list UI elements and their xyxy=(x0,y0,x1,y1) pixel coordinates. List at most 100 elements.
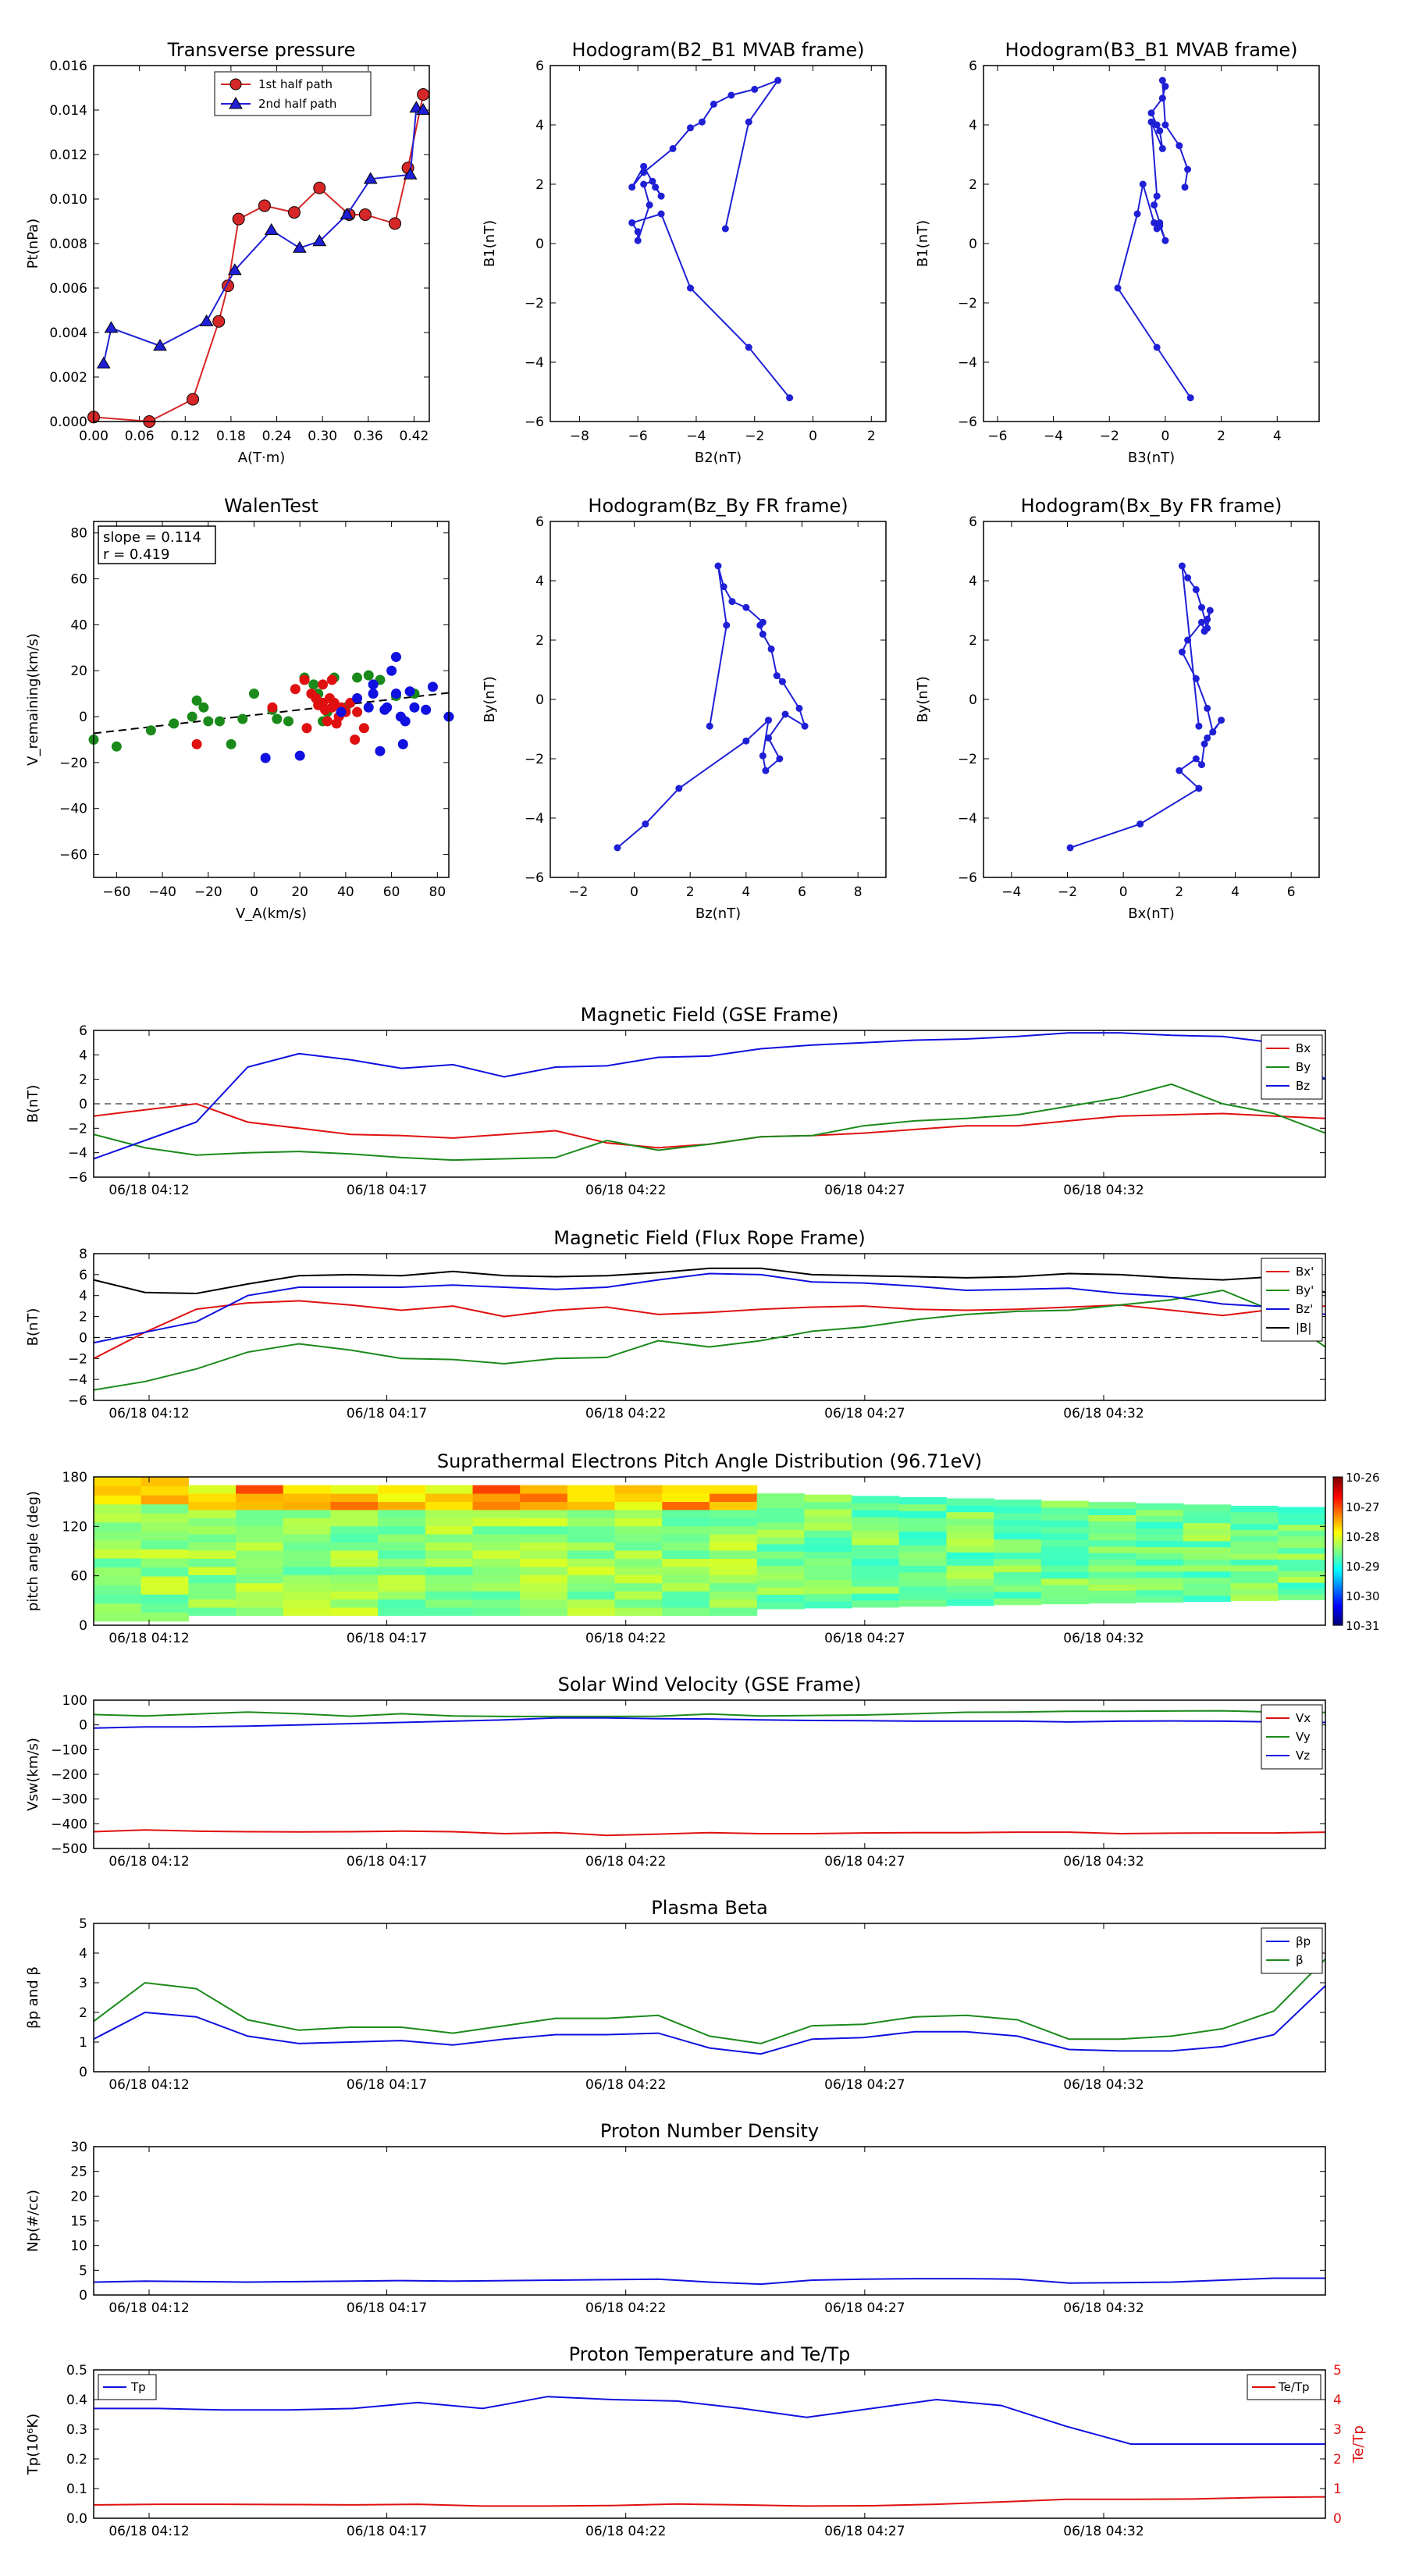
pad-heatmap-cell xyxy=(236,1606,284,1616)
walen-data-point xyxy=(290,684,301,695)
tp-axes-frame xyxy=(93,65,430,422)
h4-data-point xyxy=(1192,585,1200,593)
pad-heatmap-cell xyxy=(756,1500,805,1509)
pad-heatmap-cell xyxy=(378,1582,426,1592)
walen-data-point xyxy=(352,693,363,704)
pad-colorbar-segment xyxy=(1333,1605,1343,1609)
pad-heatmap-cell xyxy=(804,1530,852,1538)
pad-heatmap-cell xyxy=(140,1531,189,1541)
ts5-xtick-label: 06/18 04:17 xyxy=(347,2300,427,2316)
pad-heatmap-cell xyxy=(1230,1564,1279,1571)
pad-heatmap-cell xyxy=(425,1574,474,1584)
ts1-legend-label: Bz xyxy=(1296,1079,1310,1093)
h1-data-point xyxy=(657,210,665,218)
pad-heatmap-cell xyxy=(946,1518,994,1526)
h4-xtick-label: 0 xyxy=(1119,884,1128,900)
ts5-panel: Proton Number Density Np(#/cc) 0 5 10 15 20 25 3… xyxy=(25,2120,1326,2316)
pad-heatmap-cell xyxy=(330,1574,379,1584)
pad-heatmap-cell xyxy=(567,1525,616,1535)
ts2-xtick-label: 06/18 04:27 xyxy=(824,1406,905,1421)
ts3-ylabel: Vsw(km/s) xyxy=(25,1738,41,1811)
ts3-ytick-label: −500 xyxy=(51,1841,87,1857)
ts6-xtick-label: 06/18 04:12 xyxy=(108,2524,189,2539)
pad-heatmap-cell xyxy=(662,1509,710,1518)
pad-heatmap-cell xyxy=(1088,1558,1136,1566)
pad-heatmap-cell xyxy=(188,1509,237,1518)
h2-data-point xyxy=(1153,121,1161,129)
tp-ytick-label: 0.006 xyxy=(49,281,87,297)
pad-heatmap-cell xyxy=(1040,1500,1090,1508)
pad-colorbar-label: 10-29 xyxy=(1346,1560,1380,1574)
h2-title: Hodogram(B3_B1 MVAB frame) xyxy=(1005,39,1298,61)
pad-heatmap-cell xyxy=(1278,1512,1326,1519)
pad-heatmap-cell xyxy=(140,1575,189,1586)
pad-heatmap-cell xyxy=(520,1606,568,1616)
walen-xtick-label: 0 xyxy=(250,884,258,900)
tp-data-point xyxy=(313,181,326,194)
pad-colorbar-segment xyxy=(1333,1477,1343,1480)
ts2-ytick-label: −6 xyxy=(68,1393,87,1409)
h1-ytick-label: −4 xyxy=(525,355,544,371)
h2-series-line xyxy=(1116,80,1192,399)
pad-heatmap-cell xyxy=(1278,1559,1326,1566)
ts6-ylabel: Tp(10⁶K) xyxy=(25,2414,41,2475)
pad-heatmap-cell xyxy=(994,1598,1042,1606)
pad-heatmap-cell xyxy=(1040,1532,1090,1540)
pad-heatmap-cell xyxy=(710,1606,758,1616)
pad-colorbar-segment xyxy=(1333,1592,1343,1596)
walen-data-point xyxy=(363,670,374,681)
pad-heatmap-cell xyxy=(567,1534,616,1543)
tp-legend-label: 2nd half path xyxy=(258,97,336,111)
pad-heatmap-cell xyxy=(1088,1527,1136,1535)
pad-heatmap-cell xyxy=(520,1485,568,1494)
pad-heatmap-cell xyxy=(946,1578,994,1586)
pad-heatmap-cell xyxy=(283,1550,332,1559)
ts4-xtick-label: 06/18 04:17 xyxy=(347,2077,427,2093)
walen-data-point xyxy=(203,716,214,727)
pad-heatmap-cell xyxy=(756,1579,805,1588)
h4-xtick-label: 4 xyxy=(1231,884,1240,900)
pad-heatmap-cell xyxy=(994,1506,1042,1514)
pad-heatmap-cell xyxy=(804,1551,852,1559)
pad-heatmap-cell xyxy=(378,1534,426,1543)
ts5-axes-frame xyxy=(93,2146,1326,2296)
h2-data-point xyxy=(1153,343,1161,351)
tp-data-point xyxy=(199,314,214,326)
pad-heatmap-cell xyxy=(1136,1571,1184,1578)
pad-heatmap-cell xyxy=(140,1521,189,1532)
pad-colorbar-segment xyxy=(1333,1610,1343,1614)
pad-heatmap-cell xyxy=(472,1485,521,1494)
pad-heatmap-cell xyxy=(1136,1540,1184,1547)
pad-heatmap-cell xyxy=(236,1591,284,1600)
pad-heatmap-cell xyxy=(425,1606,474,1616)
pad-heatmap-cell xyxy=(1136,1564,1184,1572)
pad-colorbar-segment xyxy=(1333,1526,1343,1530)
ts3-series-line xyxy=(93,1829,1326,1837)
ts5-xtick-label: 06/18 04:22 xyxy=(585,2300,666,2316)
pad-colorbar-segment xyxy=(1333,1558,1343,1562)
pad-colorbar-segment xyxy=(1333,1479,1343,1482)
h1-series-line xyxy=(631,78,791,399)
h4-data-point xyxy=(1204,704,1211,712)
ts3-legend-label: Vy xyxy=(1296,1730,1311,1744)
pad-heatmap-cell xyxy=(94,1513,142,1523)
pad-heatmap-cell xyxy=(378,1509,426,1518)
pad-heatmap-cell xyxy=(283,1509,332,1518)
pad-heatmap-cell xyxy=(710,1501,758,1510)
pad-heatmap-cell xyxy=(520,1534,568,1543)
pad-heatmap-cell xyxy=(1183,1546,1232,1553)
pad-heatmap-cell xyxy=(756,1565,805,1574)
walen-data-point xyxy=(409,702,420,713)
walen-xtick-label: −20 xyxy=(194,884,222,900)
pad-heatmap-cell xyxy=(425,1485,474,1494)
h1-data-point xyxy=(649,177,656,185)
pad-heatmap-cell xyxy=(804,1522,852,1531)
pad-heatmap-cell xyxy=(852,1599,900,1608)
pad-heatmap-cell xyxy=(1088,1546,1136,1553)
pad-heatmap-cell xyxy=(1183,1577,1232,1584)
ts2-ytick-label: 0 xyxy=(79,1330,87,1346)
ts1-ylabel: B(nT) xyxy=(25,1085,41,1123)
walen-data-point xyxy=(400,716,411,727)
pad-heatmap-cell xyxy=(520,1525,568,1535)
